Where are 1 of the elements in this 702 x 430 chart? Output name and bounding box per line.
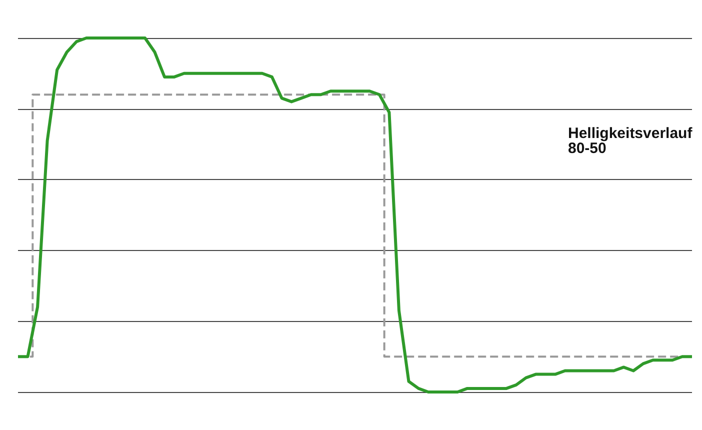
annotation: Helligkeitsverlauf 80-50 <box>568 125 694 157</box>
